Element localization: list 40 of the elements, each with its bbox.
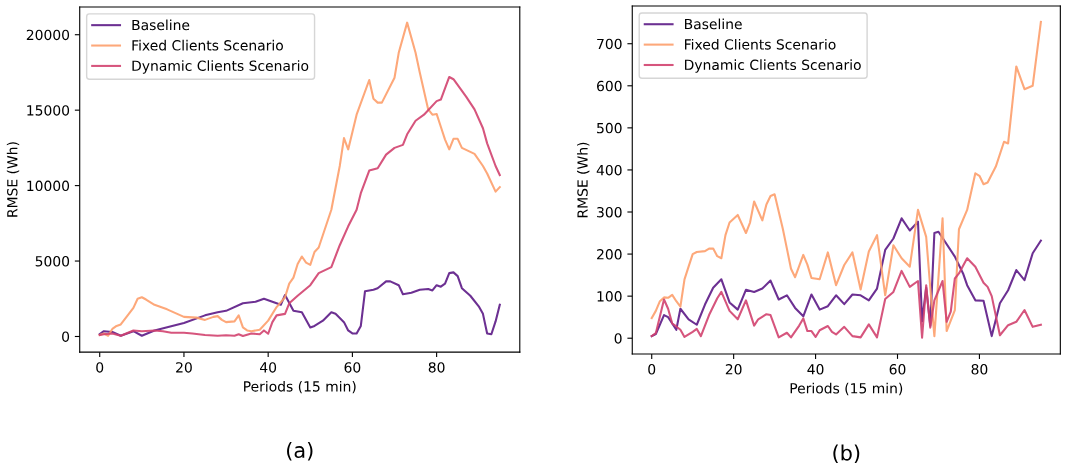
legend-label: Fixed Clients Scenario <box>685 38 836 50</box>
x-tick-label: 0 <box>96 362 104 373</box>
y-axis-title: RMSE (Wh) <box>577 142 590 218</box>
y-tick-label: 5000 <box>35 256 70 267</box>
x-axis-title: Periods (15 min) <box>244 380 356 394</box>
line-series <box>98 271 501 337</box>
line-series <box>650 20 1042 338</box>
legend-label: Fixed Clients Scenario <box>132 39 283 51</box>
x-tick-label: 60 <box>344 362 361 373</box>
x-tick-label: 0 <box>648 364 656 375</box>
y-tick-label: 10000 <box>27 180 70 192</box>
x-tick-label: 80 <box>971 364 988 375</box>
line-series <box>650 257 1042 339</box>
y-tick-label: 0 <box>62 331 70 342</box>
y-tick-label: 500 <box>597 122 622 134</box>
y-tick-label: 20000 <box>26 29 70 41</box>
y-tick-label: 200 <box>597 249 622 260</box>
x-tick-label: 40 <box>260 362 277 373</box>
line-series <box>98 21 501 337</box>
text: (a) <box>287 441 313 461</box>
legend-label: Dynamic Clients Scenario <box>685 59 861 73</box>
y-tick-label: 300 <box>597 206 622 218</box>
y-tick-label: 600 <box>597 80 622 92</box>
line-series <box>98 75 501 338</box>
x-tick-label: 20 <box>176 362 192 373</box>
x-tick-label: 80 <box>428 362 445 373</box>
legend-label: Baseline <box>685 18 742 30</box>
y-tick-label: 0 <box>614 333 622 344</box>
y-tick-label: 400 <box>596 164 622 176</box>
y-tick-label: 700 <box>597 38 622 50</box>
y-axis-title: RMSE (Wh) <box>6 142 20 217</box>
text: (b) <box>833 444 860 464</box>
x-tick-label: 20 <box>725 364 742 375</box>
legend-label: Dynamic Clients Scenario <box>132 60 309 74</box>
x-tick-label: 60 <box>889 364 906 375</box>
x-axis-title: Periods (15 min) <box>790 382 903 396</box>
y-tick-label: 100 <box>597 291 622 302</box>
y-tick-label: 15000 <box>27 105 70 116</box>
legend-label: Baseline <box>132 19 190 31</box>
x-tick-label: 40 <box>807 364 824 375</box>
